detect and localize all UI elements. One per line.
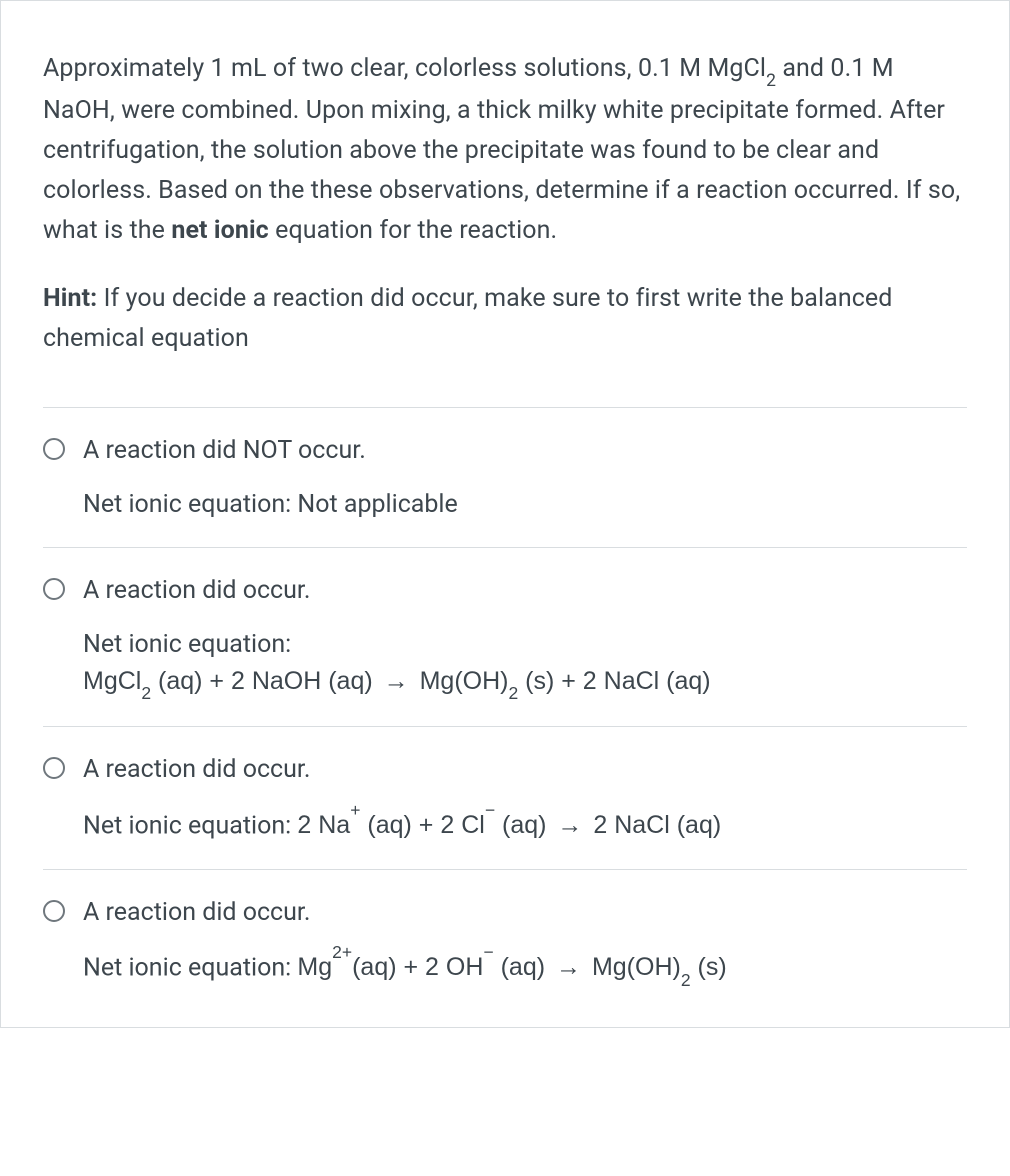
option-content: A reaction did NOT occur. Net ionic equa… — [83, 432, 967, 523]
option-line2: Net ionic equation: MgCl2 (aq) + 2 NaOH … — [83, 626, 967, 703]
eq-text: Mg — [297, 953, 332, 981]
question-card: Approximately 1 mL of two clear, colorle… — [0, 0, 1010, 1028]
option-line2: Net ionic equation: Mg2+(aq) + 2 OH− (aq… — [83, 947, 967, 989]
net-ionic-label: Net ionic equation: — [83, 630, 291, 659]
equation-b: MgCl2 (aq) + 2 NaOH (aq) → Mg(OH)2 (s) +… — [83, 667, 711, 695]
net-ionic-label: Net ionic equation: — [83, 953, 291, 982]
eq-text: (aq) + 2 OH — [352, 953, 483, 981]
hint-label: Hint: — [43, 284, 97, 313]
option-line1: A reaction did occur. — [83, 894, 967, 932]
net-ionic-label: Net ionic equation: — [83, 811, 291, 840]
radio-icon[interactable] — [43, 578, 65, 600]
radio-icon[interactable] — [43, 757, 65, 779]
eq-sub: 2 — [681, 970, 691, 990]
option-c[interactable]: A reaction did occur. Net ionic equation… — [43, 727, 967, 869]
eq-text: (s) — [691, 953, 727, 981]
arrow-icon: → — [552, 949, 585, 987]
eq-text: MgCl — [83, 667, 141, 695]
eq-sub: 2 — [141, 683, 151, 703]
question-text-pre: Approximately 1 mL of two clear, colorle… — [43, 54, 766, 83]
option-b[interactable]: A reaction did occur. Net ionic equation… — [43, 548, 967, 727]
eq-sub: 2 — [508, 683, 518, 703]
eq-sup: + — [350, 800, 360, 820]
question-tail: equation for the reaction. — [269, 216, 557, 245]
hint-paragraph: Hint: If you decide a reaction did occur… — [43, 279, 967, 359]
option-content: A reaction did occur. Net ionic equation… — [83, 894, 967, 989]
eq-text: Mg(OH) — [413, 667, 509, 695]
options-list: A reaction did NOT occur. Net ionic equa… — [43, 407, 967, 997]
eq-text: Mg(OH) — [585, 953, 681, 981]
arrow-icon: → — [553, 807, 586, 845]
option-line1: A reaction did occur. — [83, 751, 967, 789]
question-sub: 2 — [766, 71, 776, 91]
question-bold: net ionic — [171, 216, 268, 245]
question-paragraph: Approximately 1 mL of two clear, colorle… — [43, 49, 967, 251]
option-line2: Net ionic equation: 2 Na+ (aq) + 2 Cl− (… — [83, 805, 967, 845]
eq-text: (aq) + 2 NaOH (aq) — [151, 667, 380, 695]
eq-text: 2 Na — [297, 811, 350, 839]
option-line1: A reaction did occur. — [83, 572, 967, 610]
option-line2: Net ionic equation: Not applicable — [83, 486, 967, 524]
eq-text: (aq) + 2 Cl — [360, 811, 484, 839]
equation-c: 2 Na+ (aq) + 2 Cl− (aq) → 2 NaCl (aq) — [297, 811, 721, 839]
eq-text: (aq) — [494, 953, 552, 981]
option-d[interactable]: A reaction did occur. Net ionic equation… — [43, 870, 967, 997]
eq-sup: 2+ — [332, 942, 352, 962]
eq-sup: − — [483, 942, 493, 962]
option-a[interactable]: A reaction did NOT occur. Net ionic equa… — [43, 408, 967, 548]
option-content: A reaction did occur. Net ionic equation… — [83, 751, 967, 844]
eq-text: (s) + 2 NaCl (aq) — [518, 667, 710, 695]
eq-text: 2 NaCl (aq) — [586, 811, 721, 839]
radio-icon[interactable] — [43, 438, 65, 460]
option-line1: A reaction did NOT occur. — [83, 432, 967, 470]
equation-d: Mg2+(aq) + 2 OH− (aq) → Mg(OH)2 (s) — [297, 953, 726, 981]
arrow-icon: → — [380, 663, 413, 701]
option-content: A reaction did occur. Net ionic equation… — [83, 572, 967, 702]
eq-text: (aq) — [495, 811, 553, 839]
hint-text: If you decide a reaction did occur, make… — [43, 284, 893, 353]
eq-sup: − — [485, 800, 495, 820]
radio-icon[interactable] — [43, 900, 65, 922]
